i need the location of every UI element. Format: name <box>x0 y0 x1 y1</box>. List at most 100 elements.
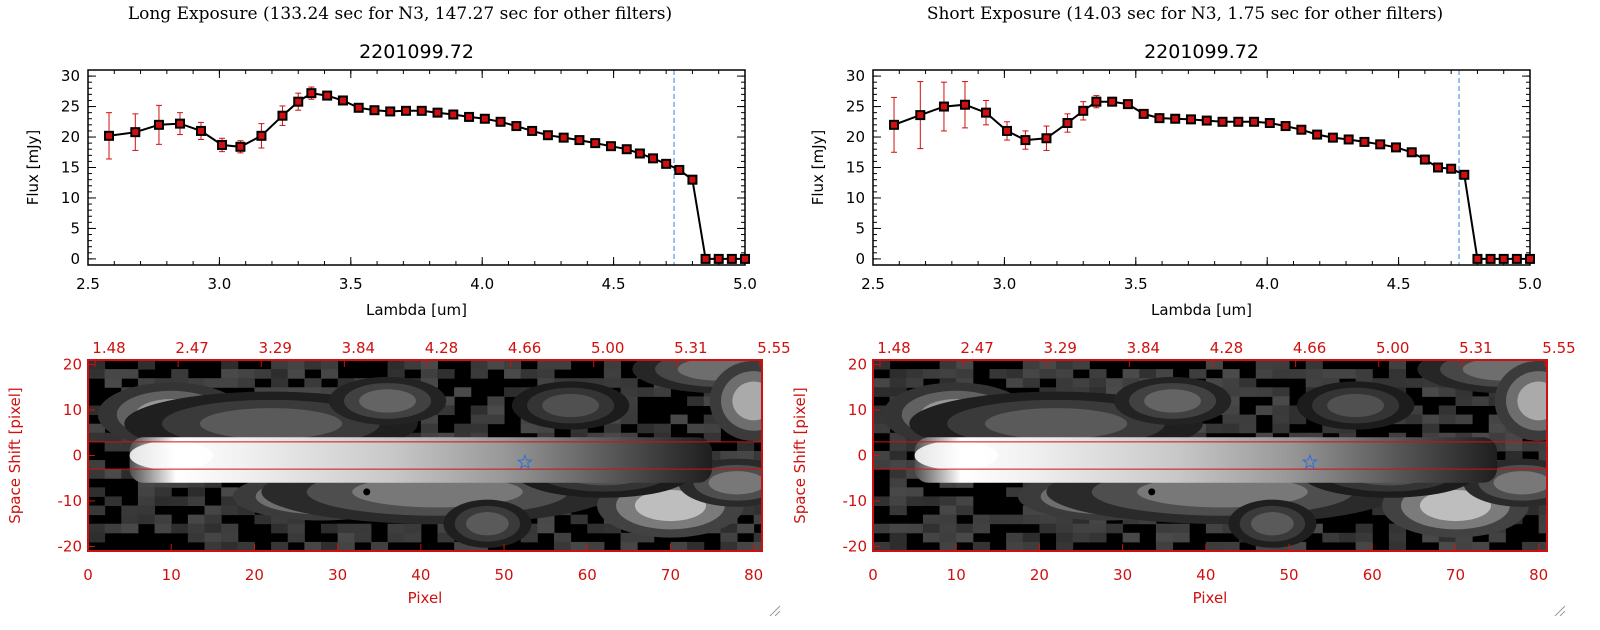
noise-pixel <box>154 514 172 525</box>
noise-pixel <box>956 532 974 543</box>
noise-pixel <box>387 360 405 370</box>
noise-pixel <box>1006 378 1024 388</box>
data-point <box>416 105 427 116</box>
noise-pixel <box>922 369 941 379</box>
noise-pixel <box>1338 532 1357 543</box>
noise-pixel <box>1372 378 1390 388</box>
data-point <box>1091 96 1102 107</box>
noise-pixel <box>520 532 538 543</box>
noise-pixel <box>1272 369 1290 379</box>
noise-pixel <box>956 523 974 534</box>
resize-grip-icon[interactable] <box>1553 604 1565 616</box>
noise-pixel <box>620 387 638 397</box>
noise-pixel <box>304 541 322 551</box>
resize-grip-icon[interactable] <box>768 604 780 616</box>
pixel-tick-label: 10 <box>947 566 966 584</box>
noise-pixel <box>1505 450 1523 461</box>
pixel-axis-label: Pixel <box>408 589 443 607</box>
noise-pixel <box>271 378 289 388</box>
noise-pixel <box>1322 532 1340 543</box>
noise-pixel <box>620 541 638 551</box>
noise-pixel <box>454 541 472 551</box>
noise-pixel <box>1305 369 1323 379</box>
noise-pixel <box>720 541 738 551</box>
pixel-tick-label: 80 <box>1529 566 1548 584</box>
noise-pixel <box>873 496 891 507</box>
noise-pixel <box>237 369 255 379</box>
noise-pixel <box>237 378 255 388</box>
data-point <box>432 107 443 118</box>
spectral-image <box>88 360 762 551</box>
noise-pixel <box>873 360 891 370</box>
data-point <box>1062 118 1073 129</box>
noise-pixel <box>104 369 122 379</box>
data-point <box>153 119 164 130</box>
noise-pixel <box>1006 532 1024 543</box>
noise-pixel <box>304 378 322 388</box>
noise-pixel <box>271 369 289 379</box>
noise-pixel <box>1072 523 1090 534</box>
y-tick-label: 5 <box>855 219 865 237</box>
data-point <box>293 96 304 107</box>
noise-pixel <box>1022 532 1040 543</box>
data-point <box>915 110 926 121</box>
noise-pixel <box>939 541 957 551</box>
noise-pixel <box>104 378 122 388</box>
noise-pixel <box>154 478 172 488</box>
noise-pixel <box>620 405 638 416</box>
noise-pixel <box>537 369 555 379</box>
noise-pixel <box>906 469 924 479</box>
noise-pixel <box>1222 387 1240 397</box>
noise-pixel <box>221 360 239 370</box>
noise-pixel <box>737 450 755 461</box>
noise-pixel <box>137 478 156 488</box>
noise-pixel <box>637 387 655 397</box>
noise-pixel <box>1006 541 1024 551</box>
data-point <box>1107 96 1118 107</box>
noise-pixel <box>873 423 891 434</box>
shift-tick-label: 0 <box>857 447 867 465</box>
data-point <box>385 106 396 117</box>
wavelength-tick-label: 3.84 <box>342 339 375 357</box>
data-point <box>1459 169 1470 180</box>
noise-pixel <box>1255 387 1273 397</box>
noise-pixel <box>1122 369 1140 379</box>
noise-pixel <box>1505 441 1523 452</box>
y-axis-label: Flux [mJy] <box>24 130 42 206</box>
source-blob <box>1327 393 1385 418</box>
source-blob <box>1251 512 1294 536</box>
noise-pixel <box>88 487 106 497</box>
noise-pixel <box>187 478 205 488</box>
wavelength-tick-label: 1.48 <box>877 339 910 357</box>
noise-pixel <box>504 360 522 370</box>
noise-pixel <box>404 523 422 534</box>
data-point <box>256 130 267 141</box>
source-blob <box>1419 489 1492 522</box>
noise-pixel <box>1488 441 1506 452</box>
noise-pixel <box>703 414 721 425</box>
noise-pixel <box>1455 396 1473 406</box>
noise-pixel <box>204 478 222 488</box>
noise-pixel <box>1422 378 1440 388</box>
noise-pixel <box>470 414 488 425</box>
noise-pixel <box>1455 414 1473 425</box>
noise-pixel <box>889 450 907 461</box>
shift-tick-label: 0 <box>72 447 82 465</box>
noise-pixel <box>287 360 305 370</box>
noise-pixel <box>1222 541 1240 551</box>
noise-pixel <box>587 541 605 551</box>
data-point <box>700 253 711 264</box>
noise-pixel <box>956 478 974 488</box>
noise-pixel <box>873 414 891 425</box>
noise-pixel <box>637 423 655 434</box>
noise-pixel <box>687 423 705 434</box>
noise-pixel <box>1239 387 1257 397</box>
noise-pixel <box>1022 478 1040 488</box>
x-tick-label: 2.5 <box>76 275 100 293</box>
noise-pixel <box>1056 541 1074 551</box>
panel-long-exposure: Long Exposure (133.24 sec for N3, 147.27… <box>6 4 791 616</box>
noise-pixel <box>1222 378 1240 388</box>
noise-pixel <box>88 405 106 416</box>
data-point <box>1280 121 1291 132</box>
noise-pixel <box>922 532 941 543</box>
